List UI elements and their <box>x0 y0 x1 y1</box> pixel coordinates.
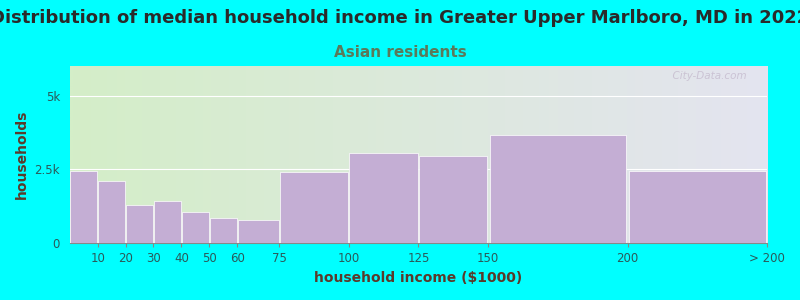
Bar <box>98 181 126 243</box>
Bar <box>419 156 487 243</box>
Bar <box>182 212 209 243</box>
Text: Asian residents: Asian residents <box>334 45 466 60</box>
Bar <box>70 171 98 243</box>
Text: City-Data.com: City-Data.com <box>666 71 746 81</box>
Y-axis label: households: households <box>15 110 29 200</box>
Bar <box>490 136 626 243</box>
Bar <box>629 171 766 243</box>
Bar <box>280 172 348 243</box>
Bar <box>238 220 278 243</box>
Bar <box>210 218 237 243</box>
Text: Distribution of median household income in Greater Upper Marlboro, MD in 2022: Distribution of median household income … <box>0 9 800 27</box>
X-axis label: household income ($1000): household income ($1000) <box>314 271 522 285</box>
Bar <box>126 205 153 243</box>
Bar <box>154 200 181 243</box>
Bar <box>350 153 418 243</box>
